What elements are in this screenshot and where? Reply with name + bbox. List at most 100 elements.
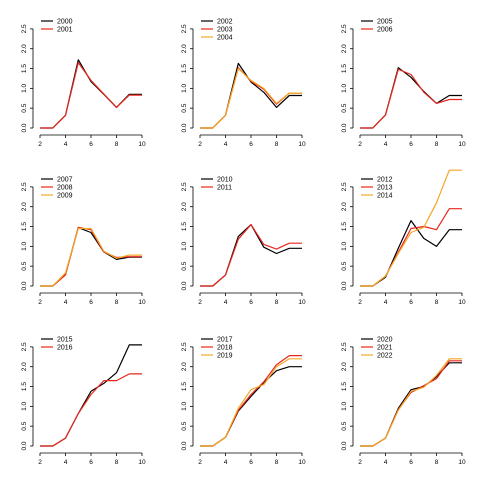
legend-label: 2020 xyxy=(377,336,393,343)
series-line xyxy=(360,362,462,447)
series-line xyxy=(360,68,462,129)
y-tick-label: 1.0 xyxy=(21,83,28,92)
legend-label: 2008 xyxy=(57,184,73,191)
x-tick-label: 6 xyxy=(409,299,413,306)
series-line xyxy=(360,67,462,129)
y-tick-label: 1.0 xyxy=(341,401,348,410)
x-axis: 2 4 6 8 10 xyxy=(38,134,146,148)
y-axis: 0.0 0.5 1.0 1.5 2.0 2.5 xyxy=(21,24,34,133)
series-line xyxy=(40,227,142,287)
y-tick-label: 0.0 xyxy=(341,441,348,450)
y-tick-label: 0.5 xyxy=(21,103,28,112)
legend-label: 2002 xyxy=(217,18,233,25)
x-tick-label: 10 xyxy=(298,459,306,466)
legend-box xyxy=(38,333,78,353)
y-tick-label: 0.0 xyxy=(21,123,28,132)
y-tick-label: 0.5 xyxy=(181,261,188,270)
y-tick-label: 1.0 xyxy=(181,83,188,92)
y-tick-label: 0.0 xyxy=(181,123,188,132)
y-tick-label: 1.5 xyxy=(341,64,348,73)
y-tick-label: 2.0 xyxy=(341,362,348,371)
y-tick-label: 0.5 xyxy=(21,421,28,430)
legend-label: 2009 xyxy=(57,192,73,199)
x-tick-label: 6 xyxy=(89,141,93,148)
y-tick-label: 2.0 xyxy=(181,362,188,371)
legend-label: 2010 xyxy=(217,176,233,183)
legend-label: 2018 xyxy=(217,344,233,351)
series-line xyxy=(200,355,302,447)
x-tick-label: 10 xyxy=(138,459,146,466)
y-tick-label: 1.0 xyxy=(21,241,28,250)
x-tick-label: 8 xyxy=(115,299,119,306)
y-tick-label: 1.5 xyxy=(181,222,188,231)
x-tick-label: 8 xyxy=(275,141,279,148)
y-tick-label: 2.5 xyxy=(341,24,348,33)
x-axis: 2 4 6 8 10 xyxy=(198,292,306,306)
series-line xyxy=(40,373,142,447)
legend-label: 2005 xyxy=(377,18,393,25)
y-tick-label: 0.0 xyxy=(21,441,28,450)
x-tick-label: 10 xyxy=(138,299,146,306)
y-tick-label: 2.5 xyxy=(181,182,188,191)
series-line xyxy=(40,59,142,129)
y-tick-label: 1.5 xyxy=(21,64,28,73)
y-tick-label: 1.5 xyxy=(21,222,28,231)
legend-label: 2011 xyxy=(217,184,232,191)
y-tick-label: 0.5 xyxy=(341,103,348,112)
y-tick-label: 2.5 xyxy=(181,24,188,33)
y-tick-label: 2.0 xyxy=(21,44,28,53)
y-tick-label: 2.5 xyxy=(181,342,188,351)
x-axis: 2 4 6 8 10 xyxy=(198,134,306,148)
series-line xyxy=(360,169,462,287)
x-axis: 2 4 6 8 10 xyxy=(358,292,466,306)
legend-label: 2013 xyxy=(377,184,393,191)
y-axis: 0.0 0.5 1.0 1.5 2.0 2.5 xyxy=(341,182,354,291)
y-tick-label: 1.5 xyxy=(21,382,28,391)
legend-box xyxy=(198,173,238,193)
legend-label: 2016 xyxy=(57,344,73,351)
x-axis: 2 4 6 8 10 xyxy=(38,452,146,466)
x-tick-label: 6 xyxy=(249,299,253,306)
x-tick-label: 10 xyxy=(298,299,306,306)
y-tick-label: 0.0 xyxy=(21,281,28,290)
x-tick-label: 8 xyxy=(115,459,119,466)
x-tick-label: 8 xyxy=(275,459,279,466)
x-tick-label: 4 xyxy=(224,459,228,466)
legend-label: 2019 xyxy=(217,352,233,359)
series-line xyxy=(200,224,302,287)
x-tick-label: 2 xyxy=(358,299,362,306)
x-tick-label: 4 xyxy=(224,299,228,306)
y-tick-label: 2.5 xyxy=(341,342,348,351)
legend-box xyxy=(38,15,78,35)
y-tick-label: 1.0 xyxy=(21,401,28,410)
y-tick-label: 0.5 xyxy=(181,103,188,112)
x-tick-label: 6 xyxy=(409,141,413,148)
y-tick-label: 0.5 xyxy=(181,421,188,430)
x-axis: 2 4 6 8 10 xyxy=(198,452,306,466)
y-axis: 0.0 0.5 1.0 1.5 2.0 2.5 xyxy=(181,342,194,451)
y-tick-label: 0.5 xyxy=(341,261,348,270)
y-tick-label: 1.0 xyxy=(341,83,348,92)
legend-label: 2017 xyxy=(217,336,233,343)
x-tick-label: 6 xyxy=(409,459,413,466)
x-tick-label: 2 xyxy=(198,299,202,306)
legend-label: 2012 xyxy=(377,176,393,183)
y-tick-label: 0.5 xyxy=(21,261,28,270)
y-axis: 0.0 0.5 1.0 1.5 2.0 2.5 xyxy=(181,182,194,291)
series-line xyxy=(200,67,302,129)
y-tick-label: 1.5 xyxy=(341,222,348,231)
series-line xyxy=(40,226,142,287)
y-tick-label: 2.5 xyxy=(21,342,28,351)
x-tick-label: 2 xyxy=(38,141,42,148)
y-axis: 0.0 0.5 1.0 1.5 2.0 2.5 xyxy=(21,342,34,451)
